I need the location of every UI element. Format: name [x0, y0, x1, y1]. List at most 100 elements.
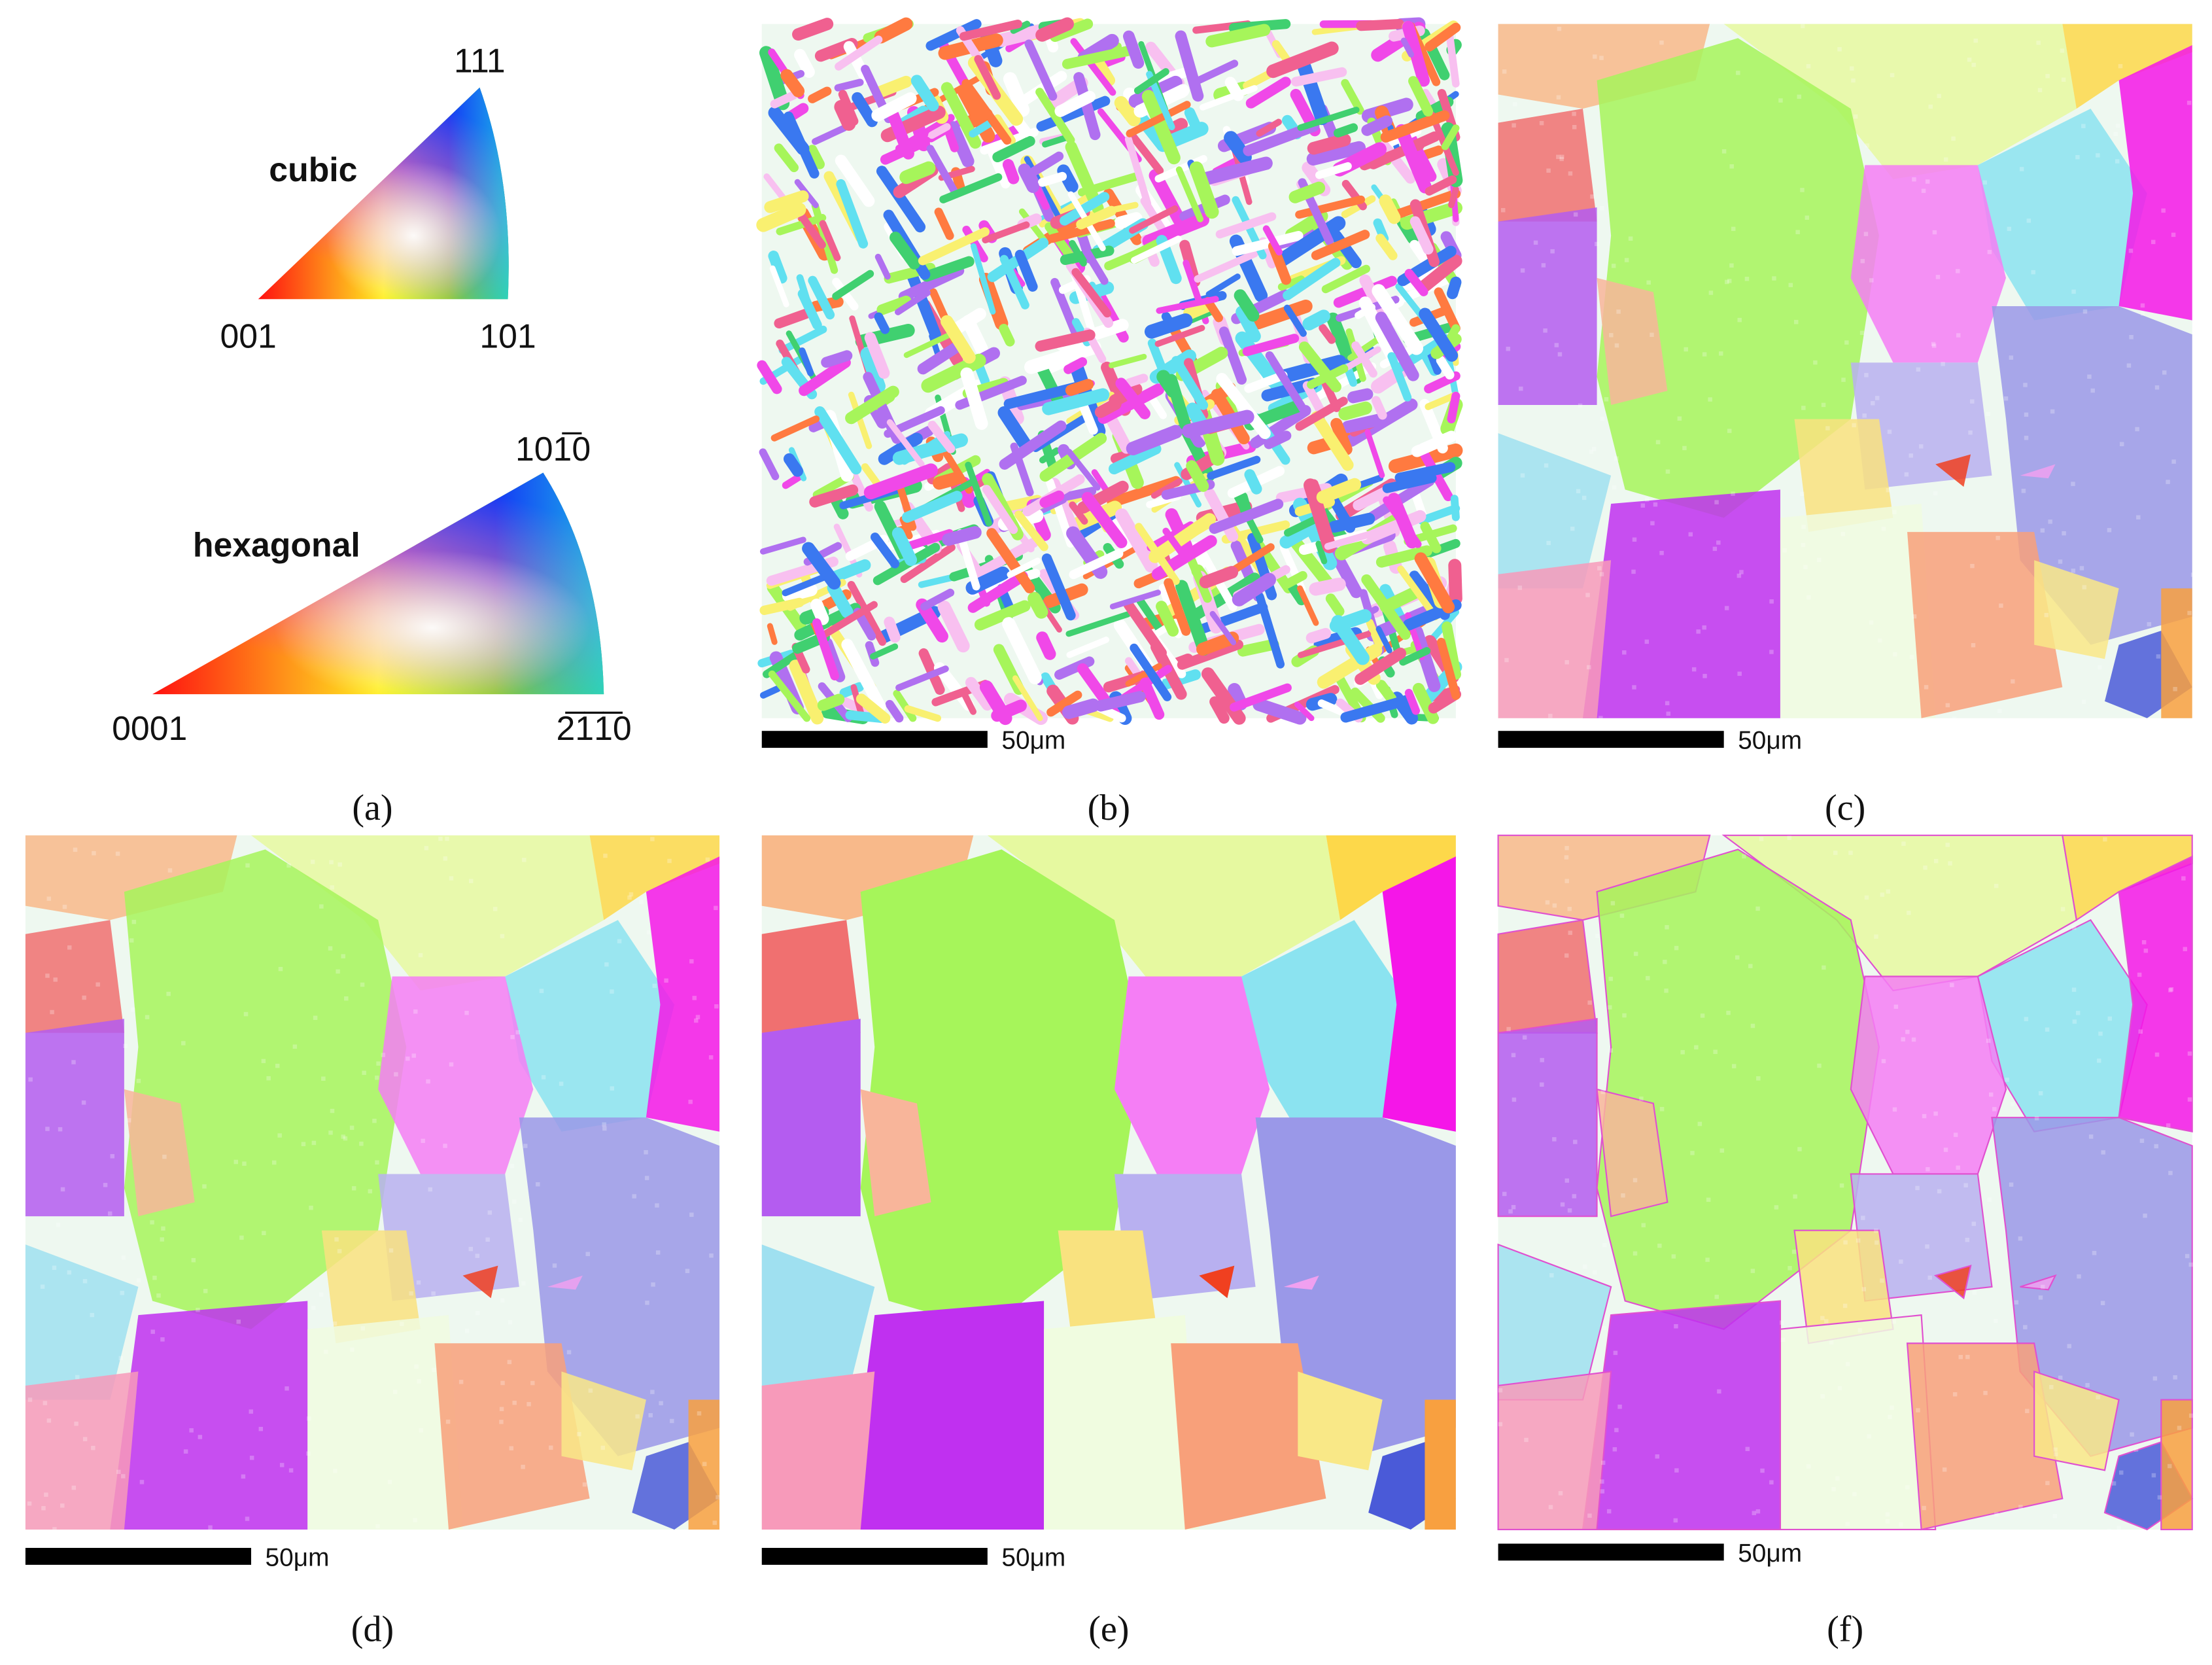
texture — [2044, 612, 2049, 618]
texture — [1546, 540, 1551, 546]
texture — [1967, 58, 1972, 62]
lath — [874, 253, 891, 280]
lath — [1204, 488, 1239, 542]
texture — [1729, 164, 1734, 169]
lath — [756, 202, 806, 232]
texture — [191, 1257, 196, 1263]
texture — [413, 1518, 417, 1522]
texture — [1924, 685, 1929, 690]
texture — [1863, 232, 1869, 236]
texture — [1665, 925, 1669, 930]
texture — [278, 966, 283, 972]
orientation-map — [756, 17, 1463, 726]
texture — [336, 969, 340, 974]
grain — [561, 1371, 646, 1471]
texture — [311, 1140, 317, 1146]
texture — [2135, 427, 2139, 432]
lath — [967, 571, 1028, 613]
lath — [782, 573, 828, 597]
texture — [602, 1122, 606, 1127]
texture — [1633, 951, 1638, 956]
texture — [1545, 900, 1550, 905]
texture — [705, 857, 710, 862]
texture — [394, 1072, 398, 1077]
texture — [541, 1075, 546, 1079]
texture — [1801, 542, 1806, 548]
grain — [1850, 165, 2007, 363]
texture — [166, 991, 171, 996]
grain — [860, 849, 1143, 1329]
texture — [1788, 283, 1793, 287]
texture — [1691, 667, 1697, 672]
texture — [1821, 402, 1826, 408]
texture — [1602, 1325, 1607, 1331]
texture — [2140, 303, 2145, 308]
texture — [600, 1445, 605, 1450]
lath — [1189, 161, 1219, 219]
lath — [925, 19, 982, 51]
lath — [900, 544, 956, 584]
texture — [2058, 559, 2063, 564]
texture — [1674, 1468, 1679, 1473]
lath — [1304, 478, 1336, 553]
grain — [1907, 532, 2063, 718]
lath — [1124, 374, 1149, 387]
texture — [1806, 1464, 1811, 1469]
texture — [1595, 241, 1599, 247]
texture — [1697, 1121, 1702, 1127]
lath — [812, 618, 839, 681]
lath — [1144, 313, 1193, 339]
lath — [1063, 357, 1088, 374]
texture — [1858, 1328, 1862, 1333]
lath — [1149, 513, 1217, 563]
corner-label: 111 — [454, 42, 506, 80]
texture — [2019, 167, 2024, 171]
lath — [757, 360, 782, 394]
texture — [2077, 1274, 2081, 1279]
grain — [761, 1019, 861, 1217]
lath — [778, 325, 827, 355]
texture — [1845, 1522, 1850, 1526]
texture — [1567, 907, 1572, 911]
texture — [323, 1350, 328, 1354]
texture — [1850, 66, 1854, 71]
texture — [343, 1136, 348, 1141]
texture — [1682, 446, 1687, 451]
texture — [1800, 188, 1805, 192]
scale-bar — [761, 731, 988, 748]
lath — [1375, 311, 1419, 381]
texture — [2075, 1011, 2081, 1015]
lath — [1319, 324, 1336, 344]
texture — [150, 1220, 154, 1225]
texture — [1614, 1428, 1619, 1433]
texture — [2181, 876, 2186, 881]
lath — [1447, 276, 1462, 300]
texture — [1560, 1202, 1565, 1207]
texture — [566, 1350, 572, 1355]
cubic-key — [258, 87, 509, 300]
texture — [1708, 397, 1712, 402]
texture — [2050, 409, 2055, 414]
texture — [655, 1203, 659, 1208]
texture — [632, 1194, 636, 1199]
grain — [25, 1019, 124, 1217]
texture — [1864, 373, 1869, 377]
texture — [1608, 976, 1613, 981]
lath — [1328, 512, 1375, 533]
lath — [1028, 591, 1048, 619]
texture — [1797, 1147, 1802, 1151]
texture — [1573, 1140, 1578, 1144]
texture — [2061, 77, 2066, 82]
lath — [1133, 68, 1169, 94]
texture — [2096, 153, 2100, 158]
lath — [1338, 401, 1372, 421]
texture — [2188, 1413, 2194, 1418]
texture — [2097, 1059, 2101, 1063]
texture — [2188, 1262, 2193, 1267]
texture — [692, 996, 697, 1000]
lath — [917, 340, 964, 375]
texture — [2129, 335, 2134, 340]
texture — [443, 1144, 447, 1148]
lath — [1060, 192, 1110, 226]
texture — [1702, 674, 1707, 678]
